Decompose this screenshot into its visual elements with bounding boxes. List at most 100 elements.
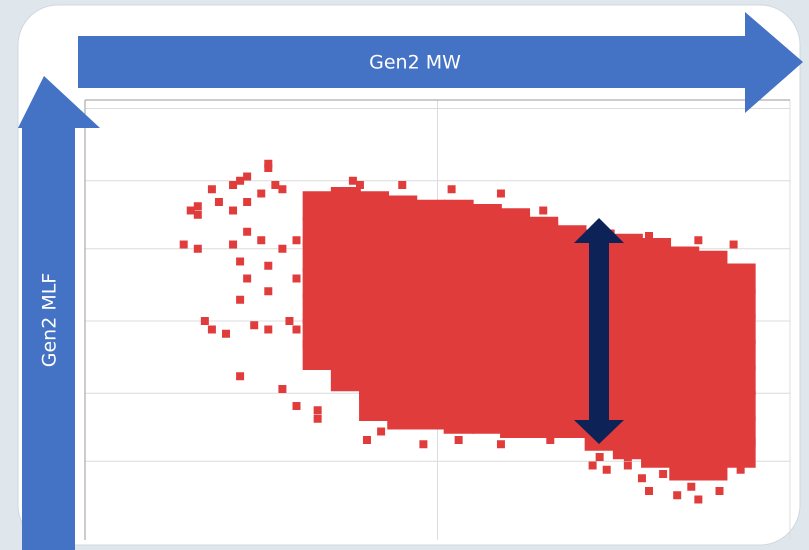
- scatter-point: [556, 276, 587, 307]
- scatter-point: [387, 399, 418, 430]
- scatter-point: [725, 289, 756, 319]
- scatter-point: [556, 250, 587, 281]
- scatter-point: [415, 327, 446, 358]
- scatter-point: [387, 348, 418, 379]
- scatter-point: [697, 352, 728, 383]
- scatter-point: [528, 344, 559, 375]
- scatter-point: [359, 318, 390, 349]
- scatter-point: [330, 212, 361, 243]
- scatter-point: [528, 408, 559, 438]
- scatter-point: [415, 399, 446, 430]
- scatter-point: [359, 391, 390, 421]
- scatter-point: [687, 482, 696, 491]
- scatter-point: [496, 189, 505, 198]
- scatter-point: [725, 391, 756, 421]
- scatter-point: [330, 314, 361, 345]
- scatter-point: [669, 272, 700, 302]
- scatter-point: [645, 232, 653, 240]
- scatter-point: [697, 403, 728, 434]
- scatter-point: [229, 240, 238, 249]
- scatter-point: [623, 461, 632, 470]
- scatter-point: [637, 474, 646, 483]
- scatter-point: [330, 238, 361, 268]
- scatter-point: [500, 259, 531, 290]
- scatter-point: [264, 287, 273, 296]
- scatter-point: [694, 236, 703, 245]
- scatter-point: [302, 267, 333, 298]
- scatter-point: [539, 206, 548, 215]
- scatter-point: [454, 436, 463, 444]
- scatter-point: [179, 240, 188, 249]
- scatter-point: [471, 255, 502, 285]
- scatter-point: [443, 199, 474, 230]
- scatter-point: [669, 374, 700, 404]
- scatter-point: [236, 176, 245, 185]
- scatter-point: [612, 284, 643, 315]
- scatter-point: [602, 465, 611, 474]
- scatter-point: [419, 440, 428, 449]
- scatter-point: [359, 293, 390, 324]
- scatter-point: [673, 491, 682, 500]
- scatter-point: [641, 263, 672, 294]
- scatter-point: [659, 470, 668, 478]
- scatter-point: [725, 340, 756, 370]
- scatter-point: [415, 301, 446, 332]
- scatter-point: [528, 318, 559, 349]
- scatter-point: [641, 340, 672, 370]
- scatter-point: [207, 325, 216, 334]
- scatter-point: [697, 327, 728, 358]
- scatter-point: [669, 348, 700, 379]
- scatter-point: [612, 361, 643, 392]
- scatter-point: [243, 198, 252, 206]
- scatter-point: [377, 427, 386, 436]
- scatter-point: [697, 250, 728, 281]
- scatter-point: [285, 317, 294, 325]
- scatter-point: [264, 164, 273, 172]
- scatter-point: [443, 225, 474, 256]
- scatter-point: [330, 187, 361, 217]
- scatter-point: [236, 295, 245, 304]
- scatter-point: [612, 386, 643, 417]
- scatter-point: [302, 191, 333, 222]
- scatter-point: [200, 317, 209, 325]
- scatter-point: [398, 181, 407, 189]
- scatter-point: [528, 267, 559, 298]
- scatter-point: [471, 229, 502, 260]
- scatter-point: [330, 361, 361, 392]
- scatter-point: [725, 314, 756, 345]
- scatter-point: [641, 238, 672, 268]
- scatter-point: [313, 406, 322, 415]
- scatter-point: [612, 310, 643, 341]
- scatter-point: [556, 327, 587, 358]
- scatter-point: [387, 221, 418, 251]
- x-axis-arrow: [78, 12, 803, 113]
- scatter-point: [193, 210, 202, 219]
- scatter-point: [302, 216, 333, 247]
- scatter-point: [330, 289, 361, 319]
- scatter-point: [415, 276, 446, 307]
- scatter-point: [257, 236, 266, 245]
- scatter-point: [359, 344, 390, 375]
- scatter-point: [292, 325, 301, 334]
- scatter-point: [292, 402, 301, 410]
- scatter-point: [443, 301, 474, 332]
- scatter-point: [363, 436, 371, 444]
- scatter-point: [612, 335, 643, 366]
- scatter-point: [659, 457, 668, 466]
- scatter-point: [214, 198, 223, 206]
- scatter-point: [313, 414, 322, 423]
- y-axis-label: Gen2 MLF: [39, 273, 61, 368]
- scatter-point: [264, 261, 273, 270]
- range-arrow: [574, 218, 624, 444]
- scatter-point: [556, 301, 587, 332]
- scatter-point: [229, 181, 238, 189]
- scatter-point: [387, 297, 418, 328]
- scatter-point: [443, 276, 474, 307]
- scatter-point: [500, 408, 531, 438]
- scatter-point: [278, 244, 287, 253]
- scatter-point: [229, 206, 238, 215]
- scatter-point: [496, 440, 505, 449]
- scatter-point: [250, 321, 259, 330]
- scatter-point: [292, 236, 301, 245]
